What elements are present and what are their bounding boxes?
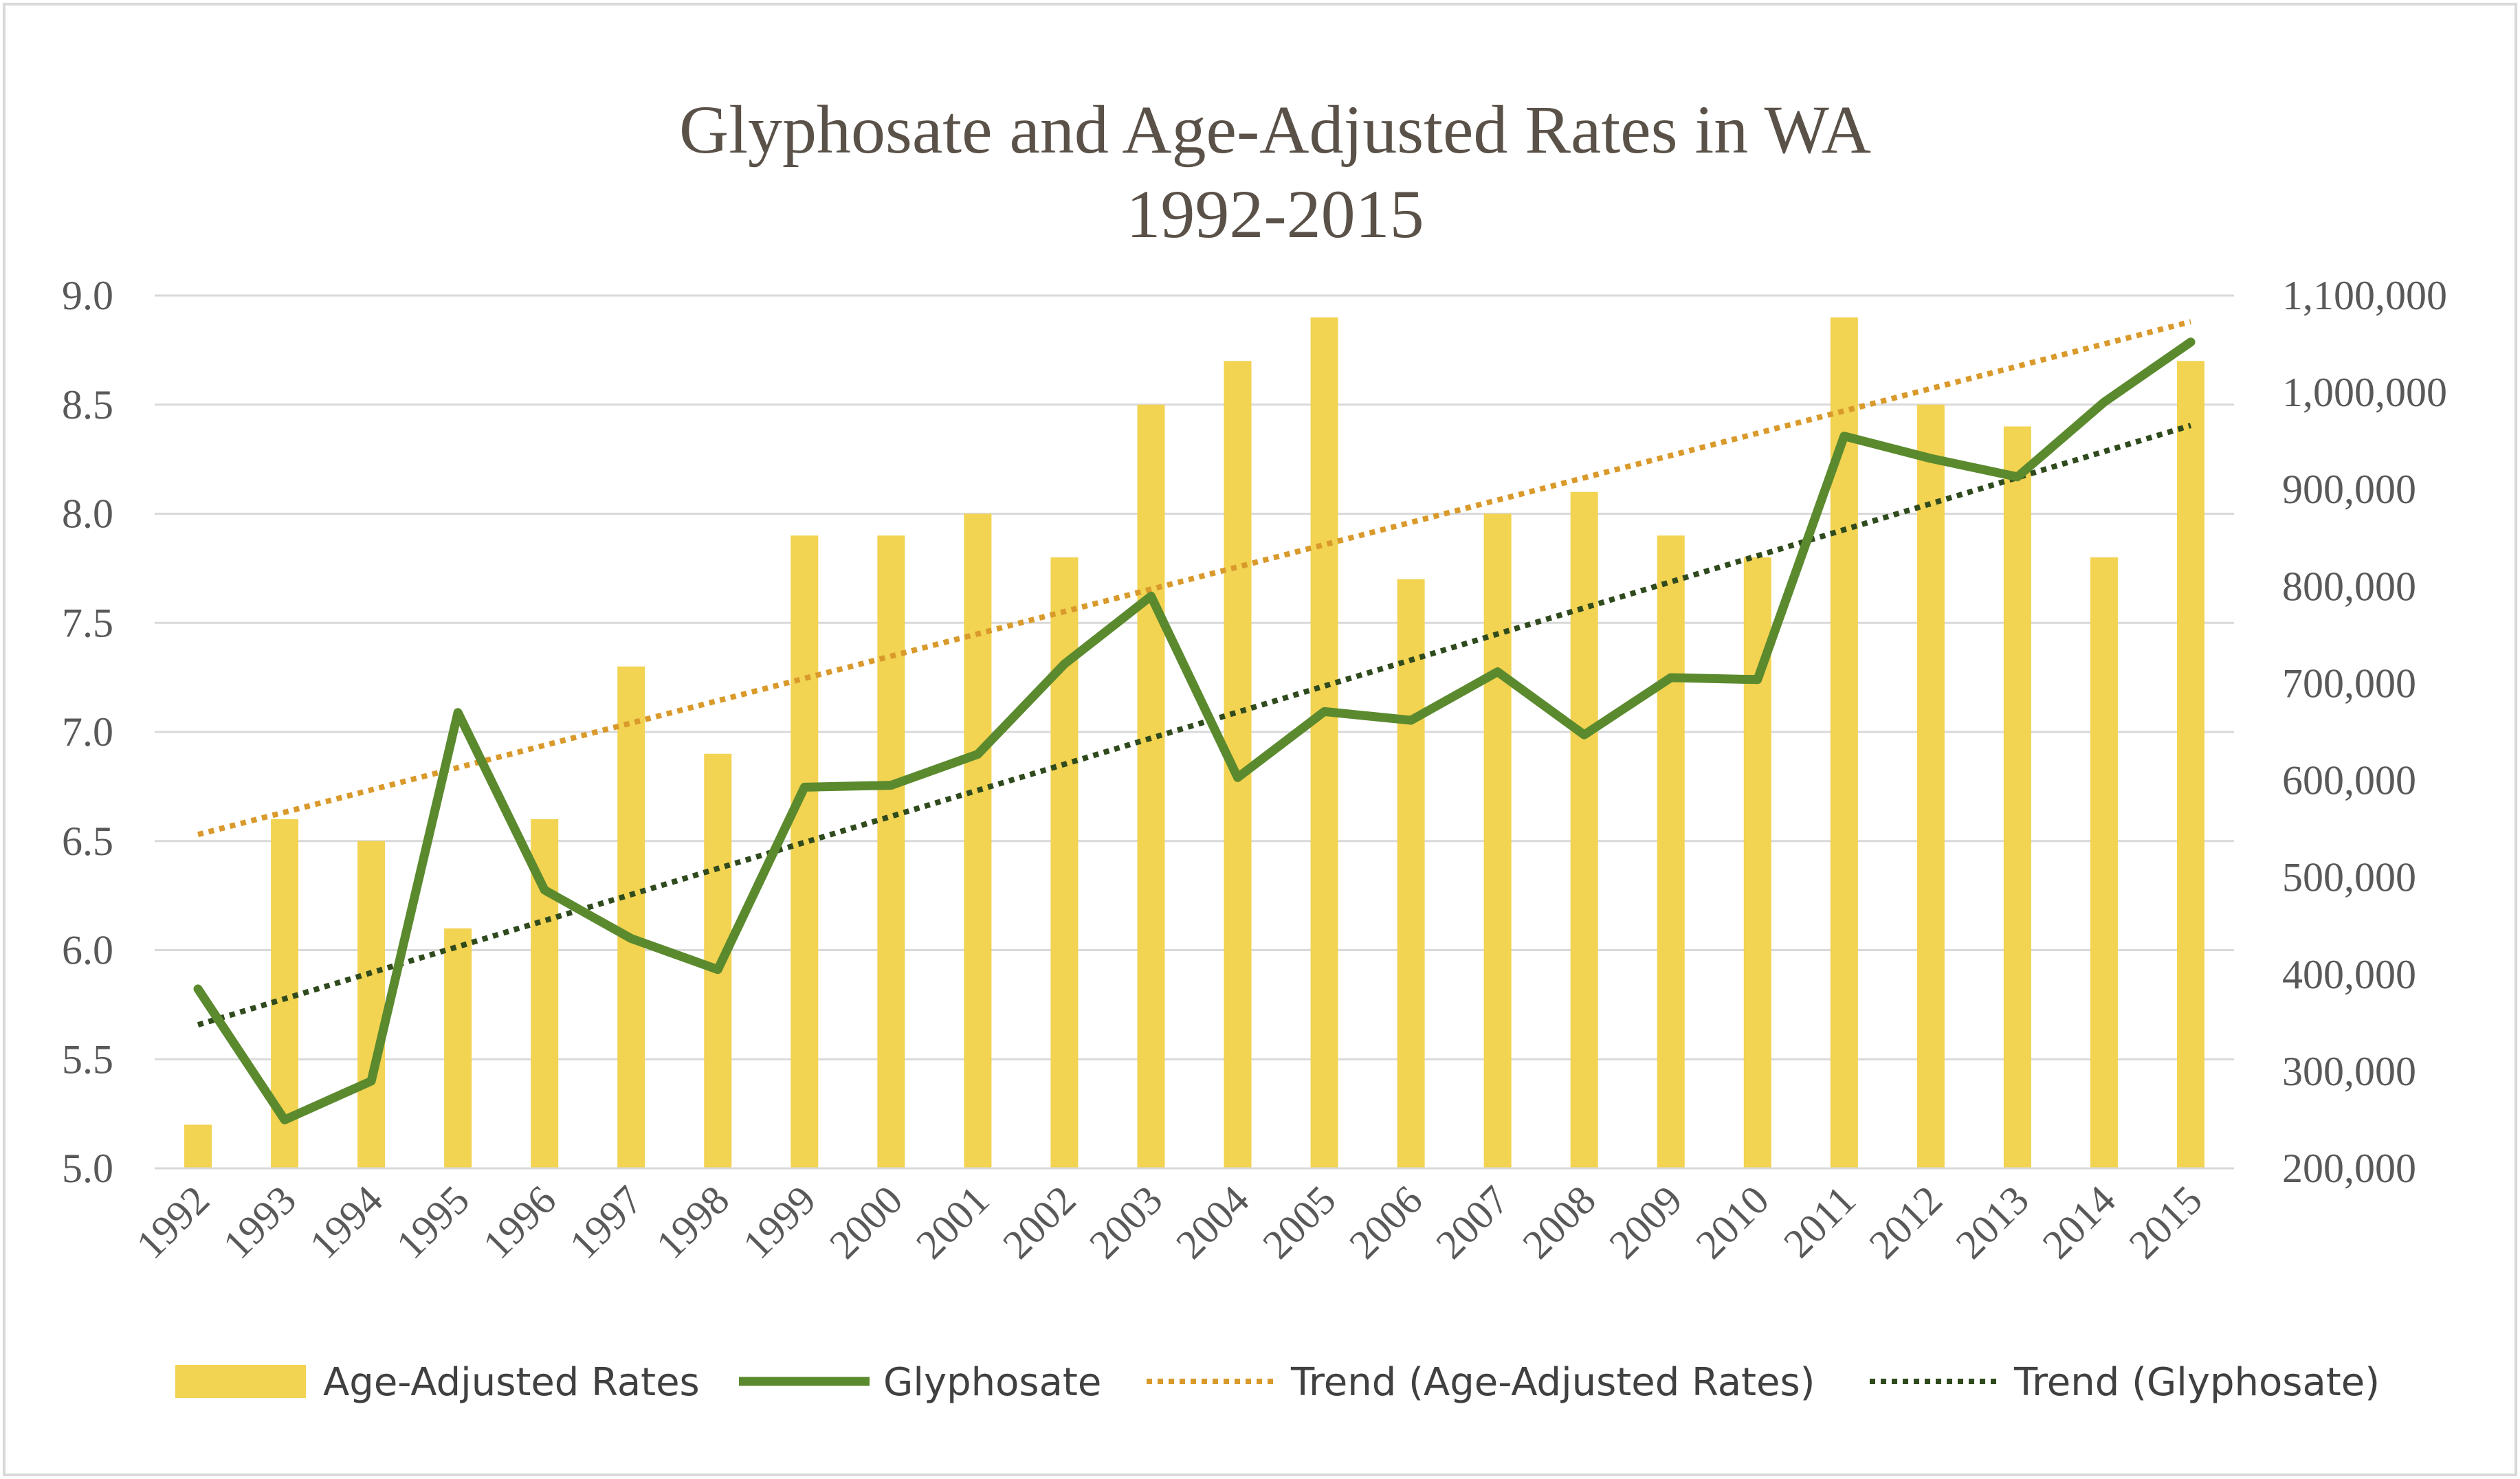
y-left-tick-label: 7.0	[62, 709, 113, 755]
y-left-tick-label: 6.0	[62, 928, 113, 973]
trend-lines	[197, 319, 2192, 1027]
legend-swatch-age-adjusted	[175, 1365, 306, 1398]
bar	[1483, 513, 1512, 1168]
y-right-tick-label: 1,100,000	[2282, 273, 2447, 318]
y-right-tick-label: 300,000	[2282, 1049, 2416, 1094]
y-right-tick-label: 400,000	[2282, 952, 2416, 997]
gridlines	[155, 294, 2234, 1060]
bar	[1657, 535, 1685, 1168]
bar	[1916, 404, 1945, 1168]
legend-label-glyphosate: Glyphosate	[883, 1360, 1101, 1405]
y-left-tick-label: 7.5	[62, 600, 113, 645]
bar	[1050, 557, 1079, 1168]
glyphosate-line	[193, 337, 2196, 1124]
legend-label-age-adjusted: Age-Adjusted Rates	[323, 1360, 700, 1405]
bar	[2090, 557, 2118, 1168]
y-left-tick-label: 5.0	[62, 1146, 113, 1191]
y-right-tick-label: 900,000	[2282, 467, 2416, 512]
bar	[1137, 404, 1165, 1168]
bar	[617, 666, 645, 1168]
legend-label-trend-glyphosate: Trend (Glyphosate)	[2013, 1360, 2380, 1405]
bar-series	[184, 317, 2204, 1168]
bar	[877, 535, 905, 1168]
y-left-tick-label: 9.0	[62, 273, 113, 318]
y-left-tick-label: 8.5	[62, 382, 113, 427]
bar	[791, 535, 819, 1168]
chart-title: Glyphosate and Age-Adjusted Rates in WA	[679, 91, 1871, 168]
y-right-tick-label: 1,000,000	[2282, 370, 2447, 415]
bar	[964, 513, 992, 1168]
y-right-tick-label: 700,000	[2282, 660, 2416, 706]
y-right-tick-label: 800,000	[2282, 564, 2416, 609]
bar	[444, 928, 472, 1168]
bar	[1397, 579, 1425, 1168]
bar	[184, 1124, 212, 1168]
y-right-tick-label: 200,000	[2282, 1146, 2416, 1191]
bar	[357, 841, 386, 1168]
legend-label-trend-age-adjusted: Trend (Age-Adjusted Rates)	[1290, 1360, 1815, 1405]
y-right-tick-label: 600,000	[2282, 758, 2416, 803]
y-left-tick-label: 6.5	[62, 819, 113, 864]
legend: Age-Adjusted Rates Glyphosate Trend (Age-A…	[175, 1360, 2380, 1405]
y-left-tick-label: 8.0	[62, 491, 113, 537]
y-left-tick-label: 5.5	[62, 1036, 113, 1082]
glyphosate-line-series	[193, 337, 2196, 1124]
trend-age-adjusted-line	[197, 319, 2191, 838]
bar	[2176, 361, 2204, 1168]
bar	[2003, 426, 2031, 1168]
bar	[1310, 317, 1338, 1168]
y-right-tick-label: 500,000	[2282, 855, 2416, 900]
bar	[1570, 491, 1598, 1168]
chart-subtitle: 1992-2015	[1126, 176, 1424, 252]
